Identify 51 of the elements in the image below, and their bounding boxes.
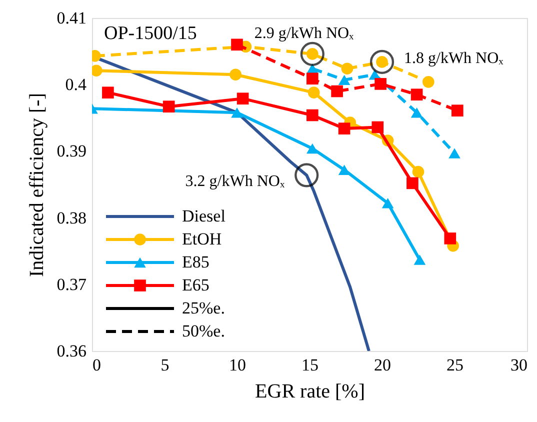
x-tick-label: 20 (374, 356, 391, 374)
chart-title: OP-1500/15 (104, 23, 197, 44)
point (414, 254, 426, 265)
annotation: 2.9 g/kWh NOₓ (254, 24, 354, 42)
y-tick-label: 0.4 (65, 75, 87, 94)
legend-label: EtOH (182, 230, 222, 248)
y-tick-label: 0.41 (56, 8, 86, 28)
annotation: 25%e. (182, 298, 225, 318)
x-tick-label: 25 (446, 356, 464, 374)
annotation: 50%e. (182, 322, 225, 340)
point (338, 122, 350, 134)
point (306, 72, 318, 85)
y-axis-title: Indicated efficiency [-] (26, 93, 48, 277)
y-tick-label: 0.36 (56, 342, 86, 360)
point (102, 86, 114, 99)
legend-label: Diesel (182, 206, 226, 226)
point (372, 121, 384, 134)
point (448, 148, 460, 158)
x-tick-label: 5 (160, 356, 170, 374)
point (306, 143, 318, 154)
annotation: 1.8 g/kWh NOₓ (404, 50, 504, 67)
point (341, 62, 354, 75)
point (231, 107, 243, 118)
point (412, 166, 424, 178)
point (338, 74, 350, 86)
x-axis-title: EGR rate [%] (255, 380, 365, 402)
y-tick-label: 0.37 (56, 274, 87, 294)
y-tick-label: 0.38 (56, 208, 86, 228)
point (162, 100, 175, 112)
x-tick-label: 0 (92, 356, 101, 374)
point (410, 88, 423, 101)
x-tick-label: 30 (510, 356, 528, 374)
point (382, 198, 394, 208)
point (444, 232, 456, 244)
legend-label: E65 (182, 276, 210, 294)
point (236, 92, 249, 104)
point (331, 85, 343, 98)
point (422, 76, 434, 88)
point (308, 86, 320, 98)
legend-label: E85 (182, 252, 210, 272)
y-tick-label: 0.39 (56, 142, 86, 161)
x-tick-label: 10 (229, 356, 246, 374)
annotation: 3.2 g/kWh NOₓ (185, 173, 285, 190)
point (306, 109, 318, 122)
point (231, 38, 243, 51)
x-tick-label: 15 (302, 356, 318, 374)
point (230, 68, 242, 81)
point (451, 104, 464, 116)
point (410, 107, 423, 118)
point (406, 177, 418, 190)
point (374, 78, 386, 90)
